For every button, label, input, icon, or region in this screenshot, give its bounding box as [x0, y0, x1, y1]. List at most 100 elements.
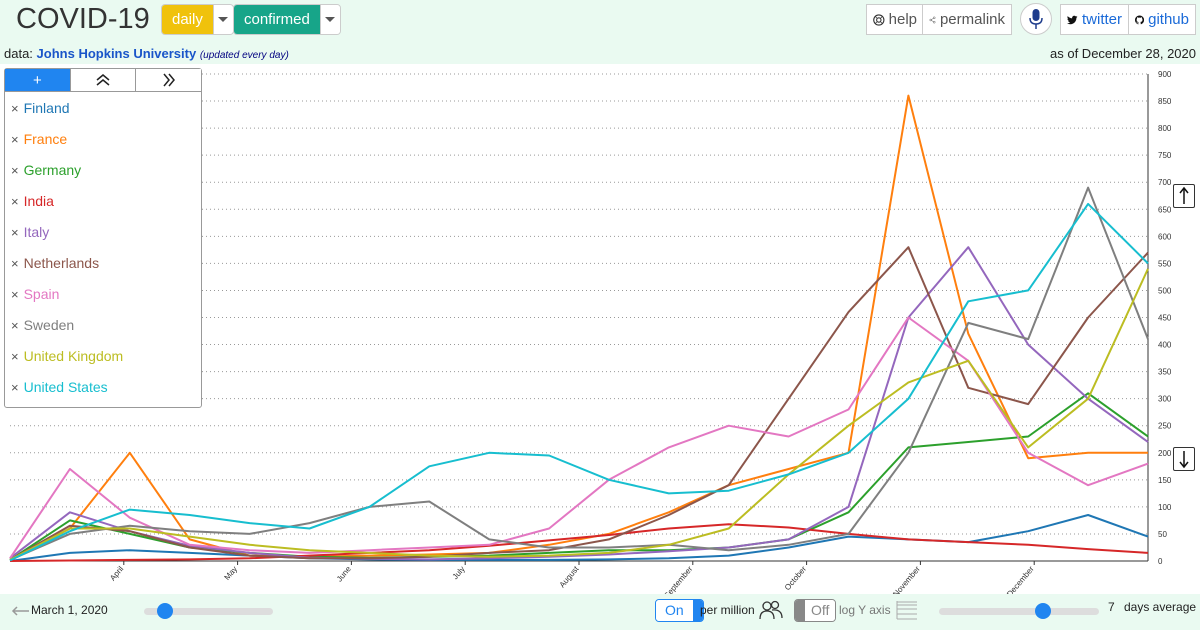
share-icon — [929, 16, 936, 23]
scale-down-button[interactable] — [1173, 447, 1195, 471]
legend-item[interactable]: × Finland — [11, 100, 70, 116]
chevrons-up-icon — [96, 74, 110, 86]
scale-up-button[interactable] — [1173, 184, 1195, 208]
legend-item[interactable]: × United States — [11, 379, 108, 395]
series-line — [9, 202, 1149, 562]
y-tick-label: 350 — [1158, 368, 1172, 377]
legend-item[interactable]: × Sweden — [11, 317, 74, 333]
y-tick-label: 900 — [1158, 70, 1172, 79]
remove-country-icon[interactable]: × — [11, 317, 19, 333]
series-line — [9, 246, 1149, 561]
type-dropdown-label: confirmed — [234, 5, 320, 34]
remove-country-icon[interactable]: × — [11, 162, 19, 178]
x-tick-label: June — [335, 564, 353, 583]
permalink-button[interactable]: permalink — [922, 4, 1012, 35]
x-tick-label: September — [662, 564, 694, 594]
twitter-label: twitter — [1081, 11, 1122, 28]
toggle-thumb — [795, 600, 805, 621]
chevrons-right-icon — [163, 73, 175, 87]
metric-dropdown-label: daily — [162, 5, 213, 34]
date-slider-handle[interactable] — [157, 603, 173, 619]
x-tick-label: October — [783, 564, 808, 592]
x-tick-label: November — [891, 564, 922, 594]
y-tick-label: 750 — [1158, 151, 1172, 160]
y-tick-label: 400 — [1158, 341, 1172, 350]
remove-country-icon[interactable]: × — [11, 131, 19, 147]
legend-label: Italy — [23, 224, 50, 240]
legend-item[interactable]: × France — [11, 131, 67, 147]
legend-label: Netherlands — [23, 255, 100, 271]
y-tick-label: 100 — [1158, 503, 1172, 512]
legend-item[interactable]: × India — [11, 193, 54, 209]
data-source-link[interactable]: Johns Hopkins University — [36, 46, 197, 61]
chevron-down-icon[interactable] — [319, 5, 340, 34]
legend-label: Finland — [23, 100, 70, 116]
remove-country-icon[interactable]: × — [11, 348, 19, 364]
github-button[interactable]: github — [1128, 4, 1196, 35]
lifebuoy-icon — [873, 13, 885, 26]
y-tick-label: 850 — [1158, 97, 1172, 106]
series-line — [9, 186, 1149, 561]
y-tick-label: 700 — [1158, 178, 1172, 187]
microphone-icon — [1029, 9, 1043, 29]
permalink-label: permalink — [939, 11, 1005, 28]
start-date: March 1, 2020 — [31, 603, 108, 617]
github-label: github — [1148, 11, 1189, 28]
legend-item[interactable]: × Spain — [11, 286, 59, 302]
x-tick-label: August — [558, 564, 581, 589]
y-tick-label: 450 — [1158, 314, 1172, 323]
remove-country-icon[interactable]: × — [11, 255, 19, 271]
chevron-down-icon[interactable] — [212, 5, 233, 34]
per-million-label: per million — [700, 603, 755, 617]
series-line — [9, 523, 1149, 562]
arrow-up-icon — [1179, 186, 1189, 204]
date-range-slider[interactable] — [144, 608, 273, 615]
legend-item[interactable]: × Netherlands — [11, 255, 99, 271]
arrow-left-icon[interactable] — [10, 604, 30, 618]
microphone-button[interactable] — [1020, 3, 1052, 35]
twitter-button[interactable]: twitter — [1060, 4, 1129, 35]
data-prefix: data: — [4, 46, 33, 61]
legend-item[interactable]: × United Kingdom — [11, 348, 123, 364]
as-of-date: as of December 28, 2020 — [1050, 46, 1196, 61]
legend-tabs: + — [5, 69, 202, 92]
remove-country-icon[interactable]: × — [11, 193, 19, 209]
series-line — [9, 316, 1149, 559]
legend-item[interactable]: × Germany — [11, 162, 81, 178]
people-icon — [759, 600, 783, 620]
arrow-down-icon — [1179, 451, 1189, 469]
legend-label: Germany — [23, 162, 82, 178]
y-tick-label: 200 — [1158, 449, 1172, 458]
per-million-toggle[interactable]: On — [655, 599, 704, 622]
legend-label: United States — [23, 379, 108, 395]
y-tick-label: 150 — [1158, 476, 1172, 485]
remove-country-icon[interactable]: × — [11, 100, 19, 116]
metric-dropdown[interactable]: daily — [161, 4, 234, 35]
log-scale-icon — [896, 601, 917, 620]
footer-controls: March 1, 2020 On per million Off log Y a… — [0, 594, 1200, 630]
remove-country-icon[interactable]: × — [11, 286, 19, 302]
legend-label: United Kingdom — [23, 348, 124, 364]
data-update-note: (updated every day) — [199, 50, 289, 61]
y-tick-label: 250 — [1158, 422, 1172, 431]
log-axis-toggle[interactable]: Off — [794, 599, 837, 622]
x-tick-label: April — [108, 564, 125, 582]
y-tick-label: 0 — [1158, 557, 1163, 566]
y-tick-label: 600 — [1158, 232, 1172, 241]
y-tick-label: 650 — [1158, 205, 1172, 214]
legend-label: Sweden — [23, 317, 75, 333]
collapse-button[interactable] — [70, 69, 137, 91]
x-tick-label: December — [1005, 564, 1036, 594]
app-title: COVID-19 — [16, 3, 150, 35]
legend-item[interactable]: × Italy — [11, 224, 49, 240]
help-label: help — [888, 11, 917, 28]
type-dropdown[interactable]: confirmed — [233, 4, 341, 35]
twitter-icon — [1067, 15, 1078, 24]
average-days-slider[interactable] — [939, 608, 1099, 615]
expand-button[interactable] — [136, 69, 202, 91]
average-slider-handle[interactable] — [1035, 603, 1051, 619]
remove-country-icon[interactable]: × — [11, 224, 19, 240]
add-country-button[interactable]: + — [5, 69, 71, 91]
remove-country-icon[interactable]: × — [11, 379, 19, 395]
help-button[interactable]: help — [866, 4, 924, 35]
